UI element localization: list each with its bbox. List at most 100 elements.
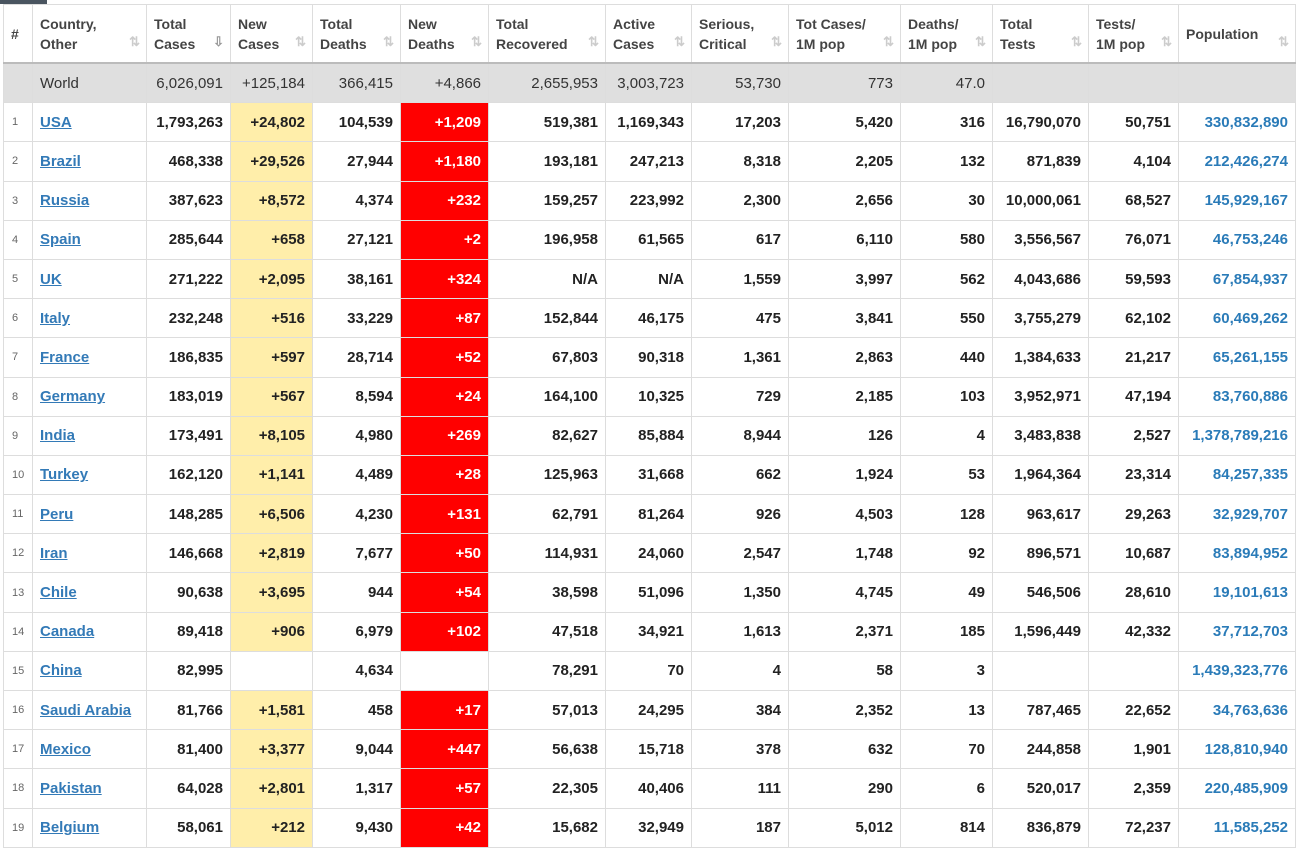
world-row: World 6,026,091 +125,184 366,415 +4,866 2,655… xyxy=(3,62,1296,104)
header-total-tests[interactable]: Total Tests ⇅ xyxy=(992,4,1089,64)
cell-total-recovered: 152,844 xyxy=(488,298,606,339)
cell-new-cases: +212 xyxy=(230,807,313,848)
cell-cases-per-1m: 2,352 xyxy=(788,689,901,731)
sort-icon[interactable]: ⇅ xyxy=(771,34,782,49)
cell-country: Belgium xyxy=(32,807,147,848)
cell-deaths-per-1m: 185 xyxy=(900,611,993,652)
cell-cases-per-1m: 2,371 xyxy=(788,611,901,652)
cell-tests-per-1m: 76,071 xyxy=(1088,219,1179,260)
sort-icon[interactable]: ⇅ xyxy=(1161,34,1172,49)
cell-active-cases: 40,406 xyxy=(605,768,692,809)
cell-new-deaths: +447 xyxy=(400,729,489,770)
country-link[interactable]: Turkey xyxy=(40,466,89,484)
cell-total-cases: 82,995 xyxy=(146,650,231,692)
country-link[interactable]: Italy xyxy=(40,309,71,327)
country-link[interactable]: Germany xyxy=(40,388,106,406)
cell-deaths-per-1m: 132 xyxy=(900,141,993,182)
table-row: 16 Saudi Arabia 81,766 +1,581 458 +17 57,013 24… xyxy=(3,689,1296,731)
header-rank[interactable]: # xyxy=(3,4,33,64)
cell-cases-per-1m: 58 xyxy=(788,650,901,692)
cell-deaths-per-1m: 4 xyxy=(900,415,993,456)
cell-new-cases: +8,572 xyxy=(230,180,313,221)
sort-icon[interactable]: ⇅ xyxy=(1278,34,1289,49)
cell-total-deaths: 8,594 xyxy=(312,376,401,417)
cell-total-deaths: 38,161 xyxy=(312,258,401,300)
cell-country: Mexico xyxy=(32,729,147,770)
header-label: Total Cases xyxy=(154,15,196,52)
cell-cases-per-1m: 632 xyxy=(788,729,901,770)
header-active-cases[interactable]: Active Cases ⇅ xyxy=(605,4,692,64)
sort-icon[interactable]: ⇩ xyxy=(213,34,224,49)
sort-icon[interactable]: ⇅ xyxy=(471,34,482,49)
sort-icon[interactable]: ⇅ xyxy=(674,34,685,49)
country-link[interactable]: Russia xyxy=(40,192,90,210)
header-tests-per-1m[interactable]: Tests/ 1M pop ⇅ xyxy=(1088,4,1179,64)
country-link[interactable]: Iran xyxy=(40,544,68,562)
header-cases-per-1m[interactable]: Tot Cases/ 1M pop ⇅ xyxy=(788,4,901,64)
country-link[interactable]: Pakistan xyxy=(40,779,102,797)
cell-total-recovered: 2,655,953 xyxy=(488,62,606,104)
country-link[interactable]: Peru xyxy=(40,505,74,523)
country-link[interactable]: Canada xyxy=(40,623,95,641)
header-country[interactable]: Country, Other ⇅ xyxy=(32,4,147,64)
sort-icon[interactable]: ⇅ xyxy=(588,34,599,49)
cell-population: 46,753,246 xyxy=(1178,219,1296,260)
cell-country: World xyxy=(32,62,147,104)
sort-icon[interactable]: ⇅ xyxy=(383,34,394,49)
cell-deaths-per-1m: 53 xyxy=(900,454,993,496)
cell-cases-per-1m: 3,841 xyxy=(788,298,901,339)
header-serious-critical[interactable]: Serious, Critical ⇅ xyxy=(691,4,789,64)
cell-cases-per-1m: 6,110 xyxy=(788,219,901,260)
cell-population: 37,712,703 xyxy=(1178,611,1296,652)
table-row: 4 Spain 285,644 +658 27,121 +2 196,958 61,565 61… xyxy=(3,219,1296,260)
cell-serious-critical: 662 xyxy=(691,454,789,496)
sort-icon[interactable]: ⇅ xyxy=(129,34,140,49)
cell-total-recovered: 57,013 xyxy=(488,689,606,731)
sort-icon[interactable]: ⇅ xyxy=(1071,34,1082,49)
country-link[interactable]: UK xyxy=(40,270,62,288)
cell-total-recovered: 125,963 xyxy=(488,454,606,496)
country-link[interactable]: India xyxy=(40,427,76,445)
header-total-recovered[interactable]: Total Recovered ⇅ xyxy=(488,4,606,64)
cell-total-cases: 173,491 xyxy=(146,415,231,456)
cell-new-cases: +597 xyxy=(230,337,313,378)
country-link[interactable]: Belgium xyxy=(40,819,100,837)
sort-icon[interactable]: ⇅ xyxy=(883,34,894,49)
cell-total-tests: 244,858 xyxy=(992,729,1089,770)
cell-rank: 18 xyxy=(3,768,33,809)
header-total-cases[interactable]: Total Cases ⇩ xyxy=(146,4,231,64)
cell-country: Chile xyxy=(32,572,147,613)
cell-serious-critical: 729 xyxy=(691,376,789,417)
cell-total-tests: 896,571 xyxy=(992,533,1089,574)
cell-tests-per-1m xyxy=(1088,650,1179,692)
cell-serious-critical: 53,730 xyxy=(691,62,789,104)
country-link[interactable]: USA xyxy=(40,113,72,131)
country-link[interactable]: Brazil xyxy=(40,152,81,170)
cell-total-deaths: 27,121 xyxy=(312,219,401,260)
header-population[interactable]: Population ⇅ xyxy=(1178,4,1296,64)
country-link[interactable]: Saudi Arabia xyxy=(40,701,132,719)
table-row: 5 UK 271,222 +2,095 38,161 +324 N/A N/A 1,559 3,9… xyxy=(3,258,1296,300)
cell-total-cases: 468,338 xyxy=(146,141,231,182)
header-new-deaths[interactable]: New Deaths ⇅ xyxy=(400,4,489,64)
country-link[interactable]: China xyxy=(40,662,82,680)
table-row: 11 Peru 148,285 +6,506 4,230 +131 62,791 81,264… xyxy=(3,494,1296,535)
country-link[interactable]: Spain xyxy=(40,231,81,249)
cell-new-deaths: +2 xyxy=(400,219,489,260)
header-total-deaths[interactable]: Total Deaths ⇅ xyxy=(312,4,401,64)
cell-serious-critical: 111 xyxy=(691,768,789,809)
cell-cases-per-1m: 3,997 xyxy=(788,258,901,300)
cell-total-cases: 285,644 xyxy=(146,219,231,260)
country-link[interactable]: Chile xyxy=(40,584,77,602)
cell-rank: 12 xyxy=(3,533,33,574)
cell-total-tests: 3,556,567 xyxy=(992,219,1089,260)
sort-icon[interactable]: ⇅ xyxy=(295,34,306,49)
header-new-cases[interactable]: New Cases ⇅ xyxy=(230,4,313,64)
country-link[interactable]: Mexico xyxy=(40,740,91,758)
cell-new-cases: +6,506 xyxy=(230,494,313,535)
cell-serious-critical: 187 xyxy=(691,807,789,848)
sort-icon[interactable]: ⇅ xyxy=(975,34,986,49)
header-deaths-per-1m[interactable]: Deaths/ 1M pop ⇅ xyxy=(900,4,993,64)
table-row: 13 Chile 90,638 +3,695 944 +54 38,598 51,096 1,3… xyxy=(3,572,1296,613)
country-link[interactable]: France xyxy=(40,348,90,366)
